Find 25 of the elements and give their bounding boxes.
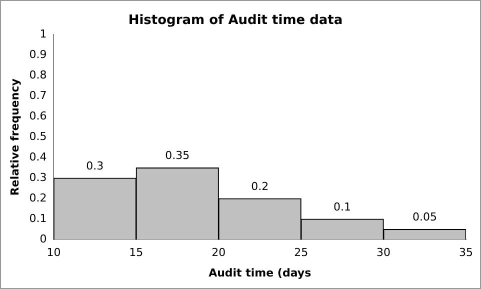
- x-tick-label: 10: [46, 246, 61, 260]
- y-tick-label: 0.1: [29, 212, 47, 225]
- chart-title: Histogram of Audit time data: [128, 13, 343, 28]
- y-tick-label: 0.5: [29, 130, 47, 143]
- y-axis-title: Relative frequency: [8, 78, 22, 196]
- x-tick-label: 15: [129, 246, 144, 260]
- y-tick-label: 0.4: [29, 150, 47, 164]
- data-label: 0.2: [251, 180, 269, 193]
- y-tick-label: 0.3: [29, 170, 47, 184]
- y-tick-label: 0: [40, 232, 47, 246]
- x-tick-label: 20: [212, 246, 226, 260]
- y-tick-label: 0.2: [29, 191, 47, 204]
- x-axis-title: Audit time (days: [208, 266, 312, 280]
- data-label: 0.1: [334, 200, 352, 214]
- y-tick-label: 0.8: [29, 68, 47, 82]
- y-tick-label: 1: [40, 27, 47, 40]
- y-tick-label: 0.6: [29, 109, 47, 122]
- x-tick-label: 25: [294, 246, 308, 260]
- data-label: 0.35: [165, 149, 190, 162]
- x-tick-label: 30: [376, 246, 391, 260]
- x-tick-label: 35: [459, 246, 473, 260]
- data-label: 0.05: [412, 210, 438, 224]
- data-label: 0.3: [86, 159, 104, 172]
- y-tick-label: 0.9: [29, 48, 47, 61]
- y-tick-label: 0.7: [29, 88, 47, 102]
